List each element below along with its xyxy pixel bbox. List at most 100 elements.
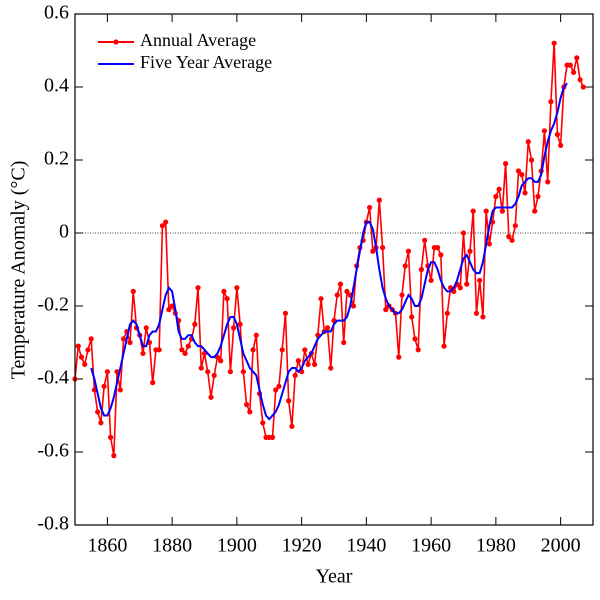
data-point: [483, 208, 489, 214]
data-point: [159, 223, 166, 229]
data-point: [85, 347, 91, 353]
data-point: [460, 230, 467, 236]
data-point: [441, 343, 447, 349]
data-point: [253, 332, 259, 338]
data-point: [156, 347, 162, 353]
data-point: [502, 161, 509, 167]
data-point: [551, 40, 557, 46]
x-tick-label: 1900: [217, 535, 257, 557]
x-tick-label: 1880: [152, 535, 192, 557]
data-point: [282, 310, 289, 316]
data-point: [399, 292, 405, 298]
data-point: [493, 193, 499, 200]
legend-marker: [113, 39, 119, 45]
data-point: [218, 358, 224, 364]
data-point: [341, 339, 347, 346]
data-point: [477, 277, 483, 284]
data-point: [337, 281, 344, 287]
data-point: [289, 423, 295, 430]
data-point: [150, 380, 156, 386]
data-point: [554, 131, 560, 138]
data-point: [247, 409, 253, 415]
data-point: [435, 245, 441, 251]
data-point: [163, 219, 169, 225]
data-point: [269, 434, 276, 440]
data-point: [237, 321, 243, 327]
data-point: [558, 142, 564, 148]
data-point: [415, 347, 421, 353]
data-point: [519, 172, 525, 178]
data-point: [467, 248, 473, 254]
data-point: [506, 234, 512, 240]
data-point: [370, 248, 376, 254]
data-point: [260, 420, 266, 426]
data-point: [470, 208, 476, 214]
data-point: [185, 343, 191, 349]
data-point: [302, 347, 308, 353]
data-point: [227, 369, 233, 375]
data-point: [95, 409, 101, 415]
data-point: [221, 288, 227, 294]
data-point: [567, 62, 573, 68]
data-point: [140, 350, 146, 357]
data-point: [496, 186, 502, 192]
data-point: [428, 277, 434, 284]
data-point: [211, 372, 217, 378]
data-point: [234, 285, 240, 291]
data-point: [418, 266, 425, 273]
data-point: [192, 321, 198, 327]
data-point: [532, 208, 538, 214]
data-point: [250, 347, 256, 353]
data-point: [528, 157, 535, 163]
data-point: [512, 223, 518, 229]
data-point: [548, 99, 554, 105]
data-point: [396, 354, 402, 360]
data-point: [334, 292, 340, 298]
data-point: [279, 347, 285, 353]
x-tick-label: 1980: [476, 535, 516, 557]
x-tick-label: 1940: [346, 535, 386, 557]
data-point: [580, 84, 586, 90]
data-point: [318, 296, 324, 302]
data-point: [182, 350, 188, 357]
data-point: [240, 369, 246, 375]
data-point: [108, 434, 114, 440]
data-point: [120, 336, 127, 342]
series-line: [90, 82, 568, 421]
data-point: [82, 361, 88, 367]
y-tick-label: -0.8: [37, 513, 69, 535]
data-point: [402, 263, 408, 269]
data-point: [486, 241, 492, 247]
data-point: [75, 343, 81, 349]
data-point: [457, 285, 463, 291]
data-point: [286, 398, 292, 404]
data-point: [166, 307, 172, 313]
data-point: [78, 354, 85, 360]
data-point: [464, 281, 470, 287]
data-point: [117, 387, 123, 393]
x-tick-label: 1860: [87, 535, 127, 557]
data-point: [422, 237, 428, 243]
y-tick-label: 0.2: [44, 148, 69, 170]
data-point: [101, 383, 107, 389]
data-point: [367, 204, 373, 211]
plot-frame: [74, 13, 594, 526]
data-point: [535, 193, 541, 200]
data-point: [444, 310, 450, 316]
y-axis-label: Temperature Anomaly (°C): [8, 161, 30, 380]
data-point: [88, 336, 94, 342]
data-point: [350, 303, 357, 309]
series-line: [74, 43, 585, 456]
x-axis-label: Year: [316, 566, 353, 588]
data-point: [130, 288, 136, 294]
data-point: [525, 139, 531, 145]
data-point: [328, 365, 334, 371]
data-point: [412, 336, 418, 342]
data-point: [574, 55, 580, 61]
data-point: [376, 197, 382, 203]
y-tick-label: -0.2: [37, 294, 69, 316]
data-point: [509, 237, 515, 243]
data-point: [344, 288, 350, 294]
y-tick-label: 0: [59, 221, 69, 243]
y-tick-label: 0.4: [44, 75, 69, 97]
